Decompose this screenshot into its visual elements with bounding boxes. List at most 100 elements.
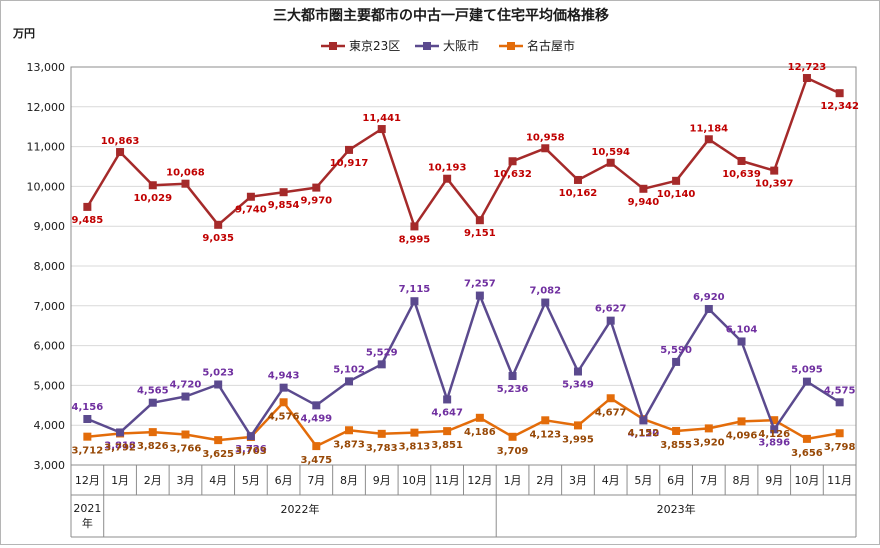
data-label: 4,565 [137, 386, 169, 397]
data-point [835, 89, 844, 98]
data-label: 3,726 [235, 444, 267, 455]
data-label: 9,035 [202, 233, 234, 244]
data-point [83, 202, 92, 211]
data-label: 3,475 [300, 455, 332, 466]
data-point [541, 416, 550, 425]
data-label: 3,896 [758, 437, 790, 448]
data-label: 6,104 [726, 324, 758, 335]
legend: 東京23区 大阪市 名古屋市 [321, 38, 575, 53]
y-tick-label: 5,000 [34, 379, 66, 392]
data-label: 11,184 [690, 123, 729, 134]
data-label: 5,102 [333, 364, 365, 375]
data-point [148, 398, 157, 407]
series-line [86, 294, 841, 438]
data-point [279, 188, 288, 197]
data-point [312, 183, 321, 192]
data-point [410, 222, 419, 231]
data-label: 5,095 [791, 365, 823, 376]
data-label: 9,485 [72, 215, 104, 226]
data-label: 5,529 [366, 347, 398, 358]
y-tick-label: 12,000 [27, 101, 66, 114]
data-label: 10,594 [591, 147, 630, 158]
data-point [475, 413, 484, 422]
data-point [443, 174, 452, 183]
data-point [508, 372, 517, 381]
data-label: 3,798 [824, 442, 856, 453]
x-tick-label: 9月 [765, 474, 783, 487]
x-tick-label: 7月 [307, 474, 325, 487]
data-point [770, 416, 779, 425]
data-point [508, 157, 517, 166]
year-label-line: 年 [82, 516, 93, 530]
data-point [443, 427, 452, 436]
data-point [704, 304, 713, 313]
data-point [606, 316, 615, 325]
data-point [214, 436, 223, 445]
data-label: 10,397 [755, 179, 794, 190]
data-point [443, 395, 452, 404]
data-label: 4,720 [170, 380, 202, 391]
data-point [181, 430, 190, 439]
data-label: 3,709 [497, 446, 529, 457]
data-label: 3,995 [562, 434, 594, 445]
data-label: 3,703 [235, 446, 267, 457]
year-label: 2023年 [657, 502, 696, 516]
data-label: 4,647 [431, 407, 463, 418]
data-label: 4,943 [268, 371, 300, 382]
data-point [639, 416, 648, 425]
y-tick-label: 11,000 [27, 141, 66, 154]
x-tick-label: 12月 [467, 474, 492, 487]
data-label: 3,873 [333, 439, 365, 450]
data-point [802, 377, 811, 386]
data-point [475, 216, 484, 225]
data-point [672, 357, 681, 366]
data-point [377, 360, 386, 369]
data-label: 10,140 [657, 189, 696, 200]
data-label: 9,151 [464, 228, 496, 239]
data-label: 6,920 [693, 292, 725, 303]
data-label: 5,590 [660, 345, 692, 356]
data-label: 10,632 [493, 169, 532, 180]
data-label: 11,441 [362, 113, 401, 124]
data-point [214, 380, 223, 389]
data-point [802, 74, 811, 83]
x-tick-label: 6月 [667, 474, 685, 487]
data-point [312, 401, 321, 410]
x-tick-label: 8月 [340, 474, 358, 487]
data-point [639, 184, 648, 193]
data-label: 3,656 [791, 448, 823, 459]
data-point [181, 392, 190, 401]
legend-label: 名古屋市 [527, 38, 575, 53]
x-tick-label: 11月 [827, 474, 852, 487]
data-label: 4,677 [595, 407, 627, 418]
data-point [116, 428, 125, 437]
data-point [770, 425, 779, 434]
x-tick-label: 1月 [504, 474, 522, 487]
data-label: 5,236 [497, 384, 529, 395]
data-label: 3,712 [72, 446, 104, 457]
data-label: 4,576 [268, 411, 300, 422]
data-label: 9,940 [628, 197, 660, 208]
legend-marker [329, 42, 337, 50]
x-tick-label: 12月 [75, 474, 100, 487]
data-point [835, 398, 844, 407]
y-unit-label: 万円 [12, 27, 35, 40]
x-tick-label: 6月 [275, 474, 293, 487]
y-tick-label: 7,000 [34, 300, 66, 313]
data-label: 12,342 [820, 101, 859, 112]
y-tick-label: 6,000 [34, 340, 66, 353]
data-label: 6,627 [595, 304, 627, 315]
data-point [246, 432, 255, 441]
data-label: 7,115 [399, 284, 431, 295]
data-point [377, 125, 386, 134]
data-label: 4,499 [300, 413, 332, 424]
data-point [737, 156, 746, 165]
data-point [606, 394, 615, 403]
chart-title: 三大都市圏主要都市の中古一戸建て住宅平均価格推移 [273, 7, 609, 24]
data-point [672, 176, 681, 185]
data-point [279, 383, 288, 392]
data-label: 3,783 [366, 443, 398, 454]
data-point [737, 417, 746, 426]
